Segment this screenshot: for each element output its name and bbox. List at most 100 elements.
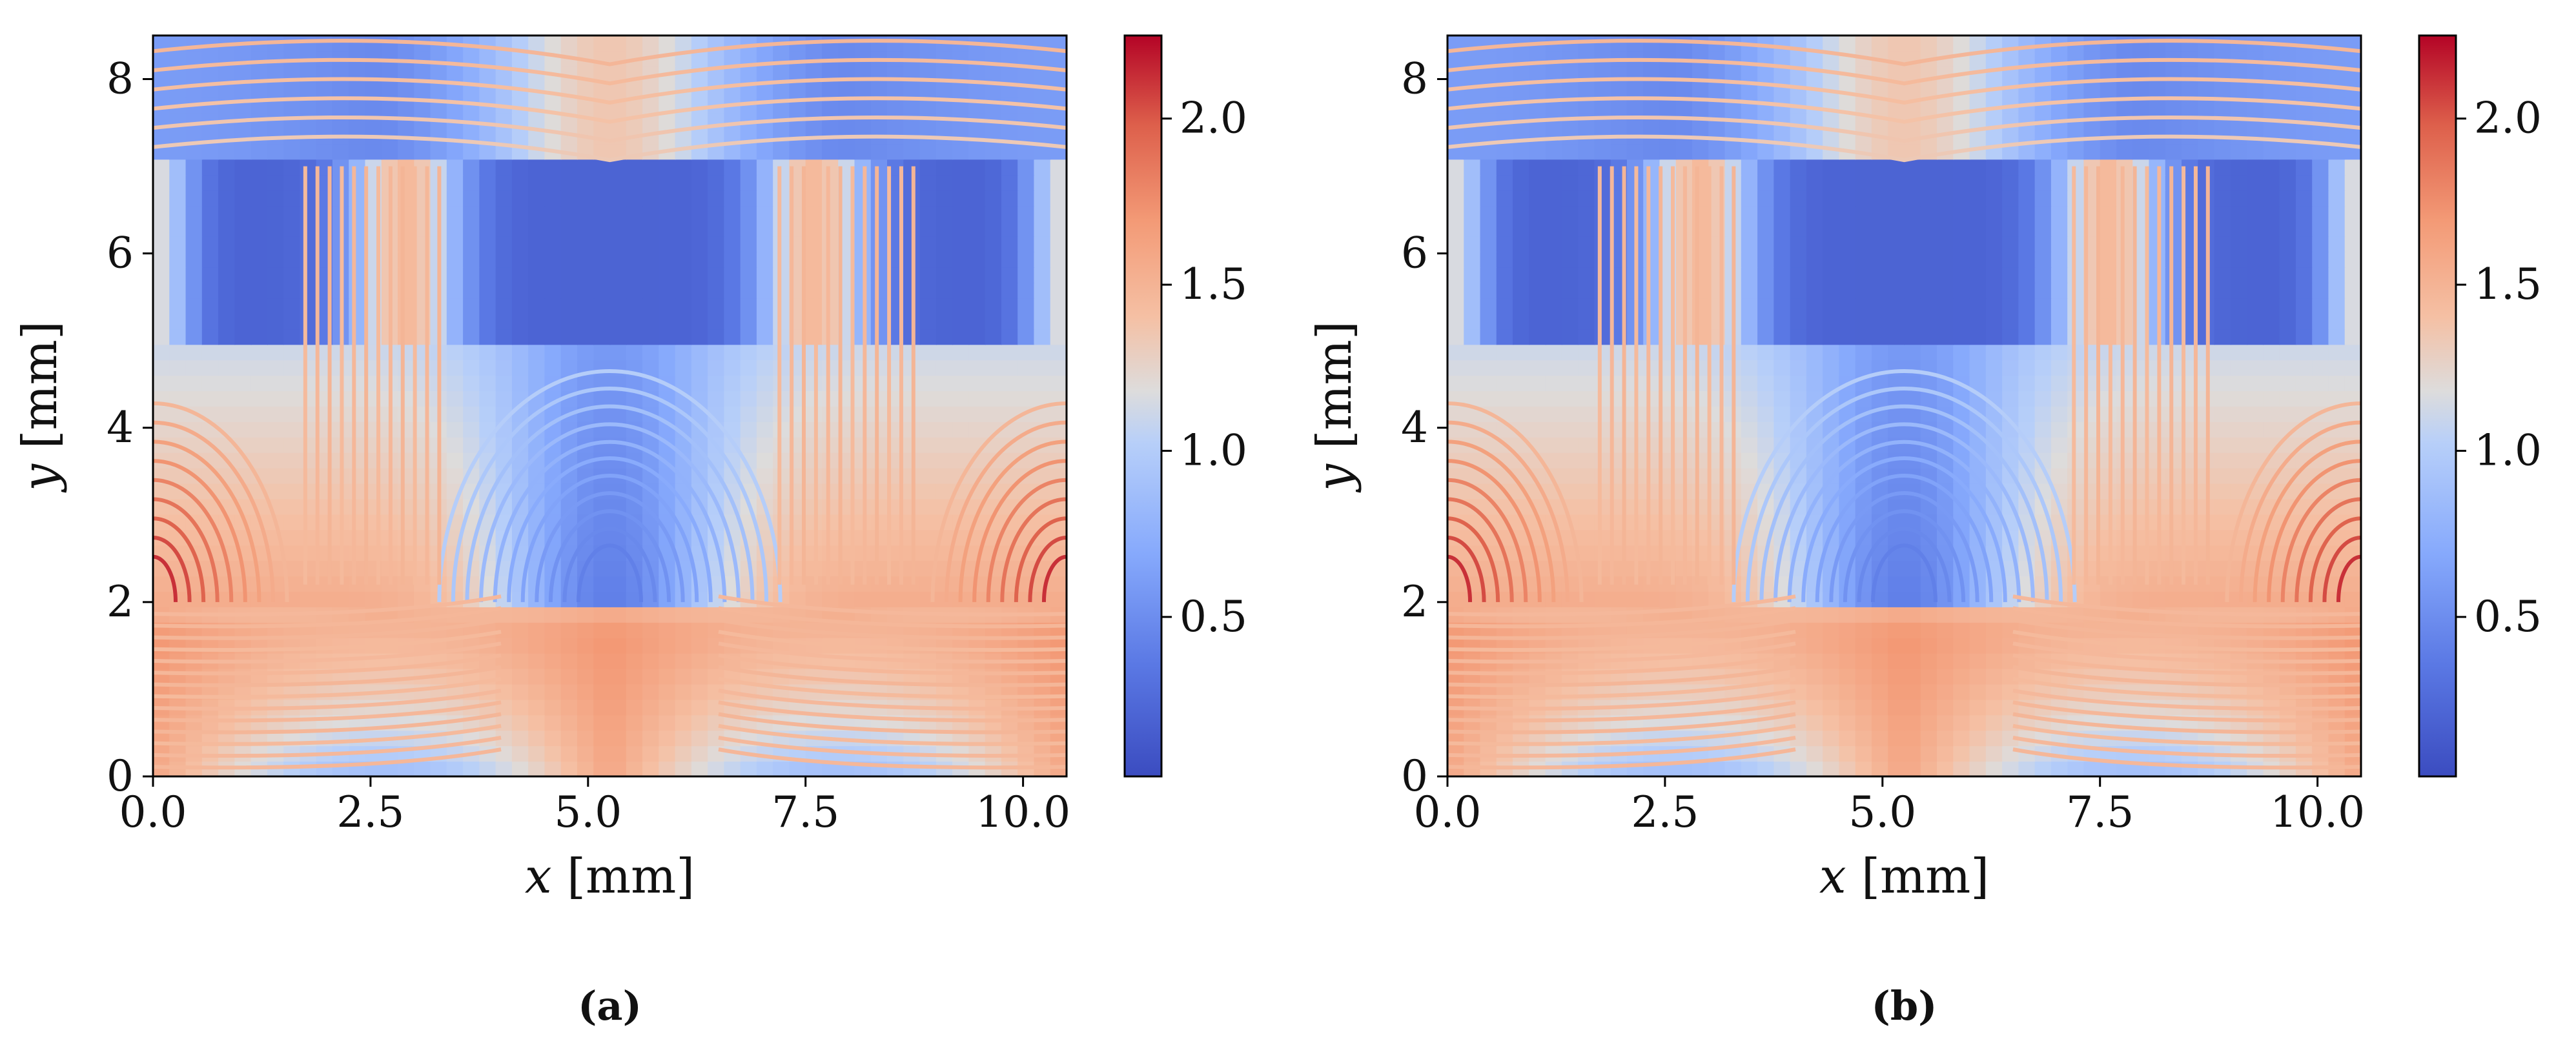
panel-b-heatmap-cell	[2214, 267, 2231, 283]
panel-b-heatmap-cell	[1823, 745, 1840, 762]
panel-a-heatmap-cell	[805, 406, 823, 422]
panel-a-heatmap-cell	[691, 251, 709, 268]
panel-b-heatmap-cell	[2067, 375, 2085, 392]
panel-a-heatmap-cell	[1001, 375, 1019, 392]
panel-a-heatmap-cell	[985, 143, 1002, 160]
panel-a-heatmap-cell	[528, 652, 546, 669]
panel-a-heatmap-cell	[821, 236, 839, 252]
panel-b-heatmap-cell	[1561, 452, 1579, 469]
panel-b-heatmap-cell	[2100, 267, 2117, 283]
panel-a-heatmap-cell	[349, 143, 366, 160]
panel-a-heatmap-cell	[1034, 174, 1051, 191]
panel-b-heatmap-cell	[1513, 313, 1530, 330]
panel-b-heatmap-cell	[2279, 668, 2296, 685]
panel-a-heatmap-cell	[821, 498, 839, 515]
panel-b-heatmap-cell	[1545, 452, 1562, 469]
panel-b-heatmap-cell	[1806, 730, 1824, 747]
panel-a-heatmap-cell	[870, 606, 888, 623]
panel-b-heatmap-cell	[2279, 313, 2296, 330]
panel-a-heatmap-cell	[659, 205, 676, 221]
panel-a-heatmap-cell	[821, 622, 839, 638]
panel-b-heatmap-cell	[1496, 190, 1514, 207]
panel-b-heatmap-cell	[1480, 190, 1497, 207]
panel-a-heatmap-cell	[724, 313, 741, 330]
panel-b-heatmap-cell	[2050, 329, 2069, 345]
panel-a-heatmap-cell	[300, 576, 317, 592]
panel-b-heatmap-cell	[1561, 236, 1579, 252]
panel-b-heatmap-cell	[1904, 221, 1921, 237]
panel-a-heatmap-cell	[609, 606, 627, 623]
panel-a-heatmap-cell	[805, 390, 823, 407]
panel-b-heatmap-cell	[1529, 159, 1546, 176]
panel-b-heatmap-cell	[2116, 514, 2134, 531]
panel-a-heatmap-cell	[642, 267, 660, 283]
panel-a-heatmap-cell	[708, 190, 725, 207]
panel-a-heatmap-cell	[609, 683, 627, 700]
panel-b-heatmap-cell	[2247, 344, 2264, 361]
panel-a-heatmap-cell	[267, 236, 285, 252]
panel-a-heatmap-cell	[870, 35, 888, 52]
panel-b-heatmap-cell	[1806, 683, 1824, 700]
panel-b-heatmap-cell	[2116, 560, 2134, 577]
panel-a-heatmap-cell	[1017, 221, 1035, 237]
panel-a-heatmap-cell	[446, 452, 464, 469]
panel-b-heatmap-cell	[2295, 344, 2313, 361]
panel-b-heatmap-cell	[1969, 637, 1987, 654]
panel-b-heatmap-cell	[1871, 683, 1889, 700]
panel-a-heatmap-cell	[560, 298, 578, 314]
panel-a-heatmap-cell	[789, 81, 806, 98]
panel-a-heatmap-cell	[577, 251, 595, 268]
panel-a-heatmap-cell	[626, 699, 644, 716]
panel-b-heatmap-cell	[1464, 359, 1481, 376]
panel-a-heatmap-cell	[609, 699, 627, 716]
panel-b-heatmap-cell	[1578, 483, 1595, 500]
panel-a-heatmap-cell	[609, 159, 627, 176]
panel-b-heatmap-cell	[1888, 622, 1905, 638]
panel-a-heatmap-cell	[479, 359, 496, 376]
panel-b-heatmap-cell	[2165, 375, 2183, 392]
panel-b-heatmap-cell	[1578, 467, 1595, 484]
panel-a-heatmap-cell	[349, 190, 366, 207]
panel-a-heatmap-cell	[511, 591, 529, 607]
panel-b-heatmap-cell	[2002, 745, 2019, 762]
panel-a-heatmap-cell	[887, 112, 905, 129]
panel-a-heatmap-cell	[283, 498, 301, 515]
panel-a-heatmap-cell	[593, 251, 611, 268]
panel-a-heatmap-cell	[773, 406, 790, 422]
panel-a-heatmap-cell	[349, 498, 366, 515]
panel-a-heatmap-cell	[952, 313, 970, 330]
panel-a-heatmap-cell	[300, 313, 317, 330]
panel-a-heatmap-cell	[821, 529, 839, 546]
panel-a-heatmap-cell	[398, 282, 415, 299]
panel-b-heatmap-cell	[1594, 174, 1611, 191]
panel-b-heatmap-cell	[2067, 359, 2085, 376]
panel-a-heatmap-cell	[349, 375, 366, 392]
panel-a-heatmap-cell	[708, 128, 725, 145]
panel-a-heatmap-cell	[919, 375, 937, 392]
panel-b-heatmap-cell	[1806, 622, 1824, 638]
panel-b-heatmap-cell	[2018, 267, 2036, 283]
panel-b-heatmap-cell	[2018, 298, 2036, 314]
panel-a-heatmap-cell	[349, 452, 366, 469]
panel-a-heatmap-cell	[300, 159, 317, 176]
panel-a-heatmap-cell	[919, 267, 937, 283]
panel-a-heatmap-cell	[870, 591, 888, 607]
panel-b-heatmap-cell	[2116, 313, 2134, 330]
panel-b-heatmap-cell	[1757, 174, 1775, 191]
panel-a-heatmap-cell	[659, 190, 676, 207]
panel-b-heatmap-cell	[2050, 174, 2069, 191]
panel-a-heatmap-cell	[821, 313, 839, 330]
panel-a-heatmap-cell	[1001, 35, 1019, 52]
panel-a-heatmap-cell	[511, 205, 529, 221]
panel-a-heatmap-cell	[968, 159, 986, 176]
panel-a-heatmap-cell	[773, 483, 790, 500]
panel-b-heatmap-cell	[1888, 730, 1905, 747]
panel-b-heatmap-cell	[2214, 190, 2231, 207]
panel-a-heatmap-cell	[479, 205, 496, 221]
panel-b-heatmap-cell	[1953, 190, 1970, 207]
panel-b-heatmap-cell	[1953, 267, 1970, 283]
panel-b-heatmap-cell	[2002, 313, 2019, 330]
panel-b-heatmap-cell	[2018, 205, 2036, 221]
panel-b-heatmap-cell	[2328, 359, 2346, 376]
panel-b-heatmap-cell	[2295, 282, 2313, 299]
